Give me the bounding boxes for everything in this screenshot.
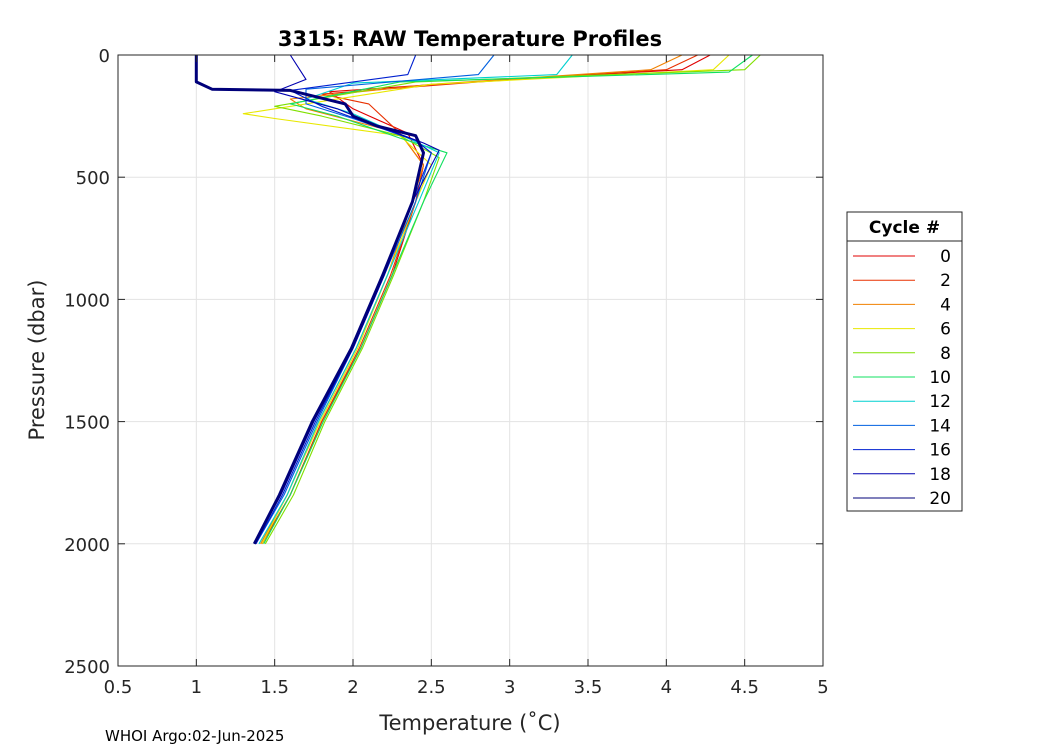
legend-label-cycle-20: 20 (929, 489, 951, 509)
x-tick-label: 5 (817, 677, 828, 698)
y-tick-label: 1500 (64, 413, 110, 434)
series-line-cycle-20 (194, 55, 425, 545)
x-tick-label: 4.5 (730, 677, 759, 698)
legend-label-cycle-0: 0 (940, 247, 951, 267)
x-tick-label: 4 (661, 677, 672, 698)
x-axis-label: Temperature (˚C) (378, 711, 560, 735)
x-tick-label: 1 (191, 677, 202, 698)
chart-title: 3315: RAW Temperature Profiles (278, 27, 662, 51)
legend-label-cycle-10: 10 (929, 368, 951, 388)
x-tick-label: 3.5 (574, 677, 603, 698)
x-tick-label: 0.5 (104, 677, 133, 698)
plot-frame (117, 54, 824, 667)
series-lines (194, 54, 761, 545)
legend-label-cycle-4: 4 (940, 295, 951, 315)
legend-label-cycle-18: 18 (929, 465, 951, 485)
y-tick-label: 1000 (64, 290, 110, 311)
y-tick-label: 2000 (64, 535, 110, 556)
y-axis-label: Pressure (dbar) (25, 280, 49, 441)
y-tick-label: 2500 (64, 657, 110, 678)
series-line-cycle-12 (258, 54, 573, 545)
x-tick-label: 2 (347, 677, 358, 698)
y-tick-label: 500 (76, 168, 110, 189)
legend-box (846, 211, 963, 512)
legend-label-cycle-2: 2 (940, 271, 951, 291)
footer-credit: WHOI Argo:02-Jun-2025 (105, 727, 284, 745)
y-tick-label: 0 (99, 46, 110, 67)
x-tick-label: 3 (504, 677, 515, 698)
series-line-cycle-10 (263, 54, 753, 545)
x-tick-label: 1.5 (260, 677, 289, 698)
x-tick-label: 2.5 (417, 677, 446, 698)
legend-label-cycle-14: 14 (929, 416, 951, 436)
legend-label-cycle-16: 16 (929, 441, 951, 461)
legend-title: Cycle # (869, 218, 940, 238)
axis-ticks: 0.5 1 1.5 2 2.5 3 3.5 4 4.5 5 0 500 1000 1500 2000 2500 (64, 46, 829, 698)
legend: Cycle # 0 2 4 6 8 10 12 14 16 18 20 (846, 211, 963, 512)
legend-label-cycle-12: 12 (929, 392, 951, 412)
legend-label-cycle-8: 8 (940, 344, 951, 364)
legend-label-cycle-6: 6 (940, 320, 951, 340)
